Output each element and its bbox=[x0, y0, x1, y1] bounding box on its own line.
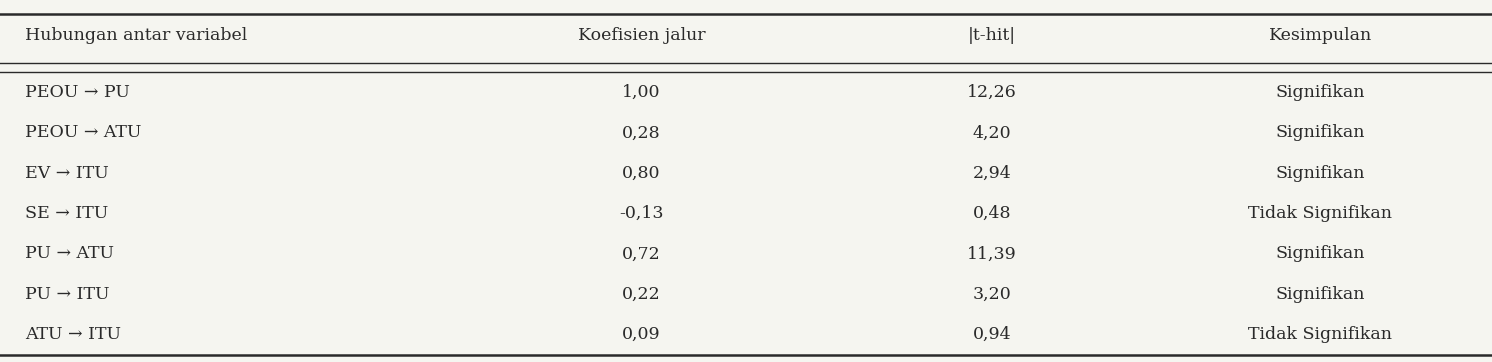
Text: 0,72: 0,72 bbox=[622, 245, 661, 262]
Text: Hubungan antar variabel: Hubungan antar variabel bbox=[25, 27, 248, 44]
Text: 0,48: 0,48 bbox=[973, 205, 1012, 222]
Text: SE → ITU: SE → ITU bbox=[25, 205, 109, 222]
Text: Signifikan: Signifikan bbox=[1276, 165, 1365, 182]
Text: 11,39: 11,39 bbox=[967, 245, 1018, 262]
Text: ATU → ITU: ATU → ITU bbox=[25, 326, 121, 343]
Text: 0,94: 0,94 bbox=[973, 326, 1012, 343]
Text: 0,80: 0,80 bbox=[622, 165, 661, 182]
Text: Kesimpulan: Kesimpulan bbox=[1268, 27, 1373, 44]
Text: 2,94: 2,94 bbox=[973, 165, 1012, 182]
Text: Koefisien jalur: Koefisien jalur bbox=[577, 27, 706, 44]
Text: Tidak Signifikan: Tidak Signifikan bbox=[1249, 326, 1392, 343]
Text: PU → ITU: PU → ITU bbox=[25, 286, 110, 303]
Text: Signifikan: Signifikan bbox=[1276, 286, 1365, 303]
Text: 4,20: 4,20 bbox=[973, 125, 1012, 142]
Text: 3,20: 3,20 bbox=[973, 286, 1012, 303]
Text: 0,09: 0,09 bbox=[622, 326, 661, 343]
Text: Tidak Signifikan: Tidak Signifikan bbox=[1249, 205, 1392, 222]
Text: EV → ITU: EV → ITU bbox=[25, 165, 109, 182]
Text: PEOU → PU: PEOU → PU bbox=[25, 84, 130, 101]
Text: 0,22: 0,22 bbox=[622, 286, 661, 303]
Text: PU → ATU: PU → ATU bbox=[25, 245, 115, 262]
Text: 1,00: 1,00 bbox=[622, 84, 661, 101]
Text: Signifikan: Signifikan bbox=[1276, 125, 1365, 142]
Text: 0,28: 0,28 bbox=[622, 125, 661, 142]
Text: Signifikan: Signifikan bbox=[1276, 84, 1365, 101]
Text: -0,13: -0,13 bbox=[619, 205, 664, 222]
Text: PEOU → ATU: PEOU → ATU bbox=[25, 125, 142, 142]
Text: Signifikan: Signifikan bbox=[1276, 245, 1365, 262]
Text: |t-hit|: |t-hit| bbox=[968, 27, 1016, 44]
Text: 12,26: 12,26 bbox=[967, 84, 1018, 101]
